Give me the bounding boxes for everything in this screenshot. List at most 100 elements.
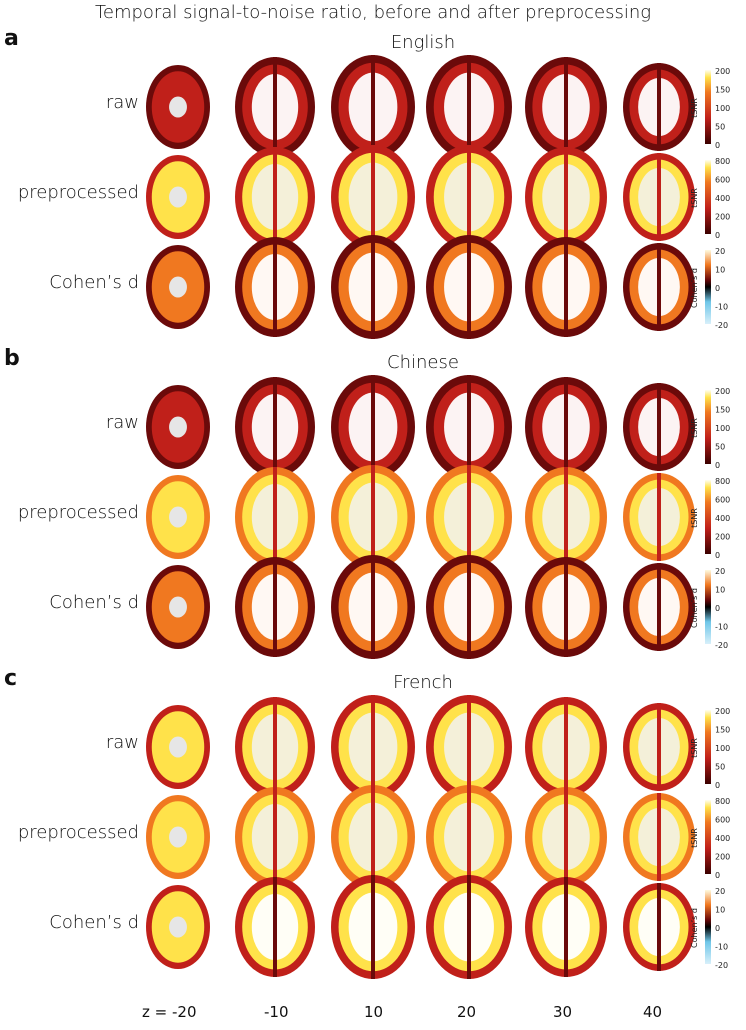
colorbar-label: tSNR <box>690 98 699 118</box>
brain-slice <box>146 795 210 879</box>
colorbar-tick: 200 <box>715 533 730 542</box>
colorbar-tick: 200 <box>715 708 730 716</box>
brain-slice <box>146 155 210 239</box>
colorbar-tick: 400 <box>715 194 730 203</box>
brain-slice <box>331 875 415 979</box>
colorbar: 200 150 100 50 0 tSNR <box>690 388 730 468</box>
colorbar-tick: 400 <box>715 834 730 843</box>
brain-slice <box>235 57 315 157</box>
slice-row: Cohen’s d 20 10 0 -10 -20 Cohen’s d <box>0 555 746 659</box>
brain-slice <box>331 375 415 479</box>
brain-slice <box>525 377 607 477</box>
z-tick: 10 <box>364 1003 384 1021</box>
brain-slice <box>426 55 512 159</box>
slice-row: preprocessed 800 600 400 200 0 tSNR <box>0 465 746 569</box>
panel-language: French <box>393 672 453 693</box>
brain-slice <box>146 885 210 969</box>
colorbar: 800 600 400 200 0 tSNR <box>690 158 730 238</box>
colorbar-tick: 200 <box>715 68 730 76</box>
brain-slice <box>426 145 512 249</box>
slice-row: raw 200 150 100 50 0 tSNR <box>0 375 746 479</box>
colorbar-tick: 20 <box>715 568 725 576</box>
brain-slice <box>235 787 315 887</box>
row-label: Cohen’s d <box>49 272 139 293</box>
colorbar-tick: 150 <box>715 86 730 95</box>
figure-title: Temporal signal-to-noise ratio, before a… <box>94 2 652 23</box>
colorbar-tick: 600 <box>715 176 730 185</box>
colorbar-tick: 400 <box>715 514 730 523</box>
colorbar-tick: 150 <box>715 726 730 735</box>
colorbar-tick: -10 <box>715 943 728 952</box>
colorbar-tick: 800 <box>715 158 730 166</box>
brain-slice <box>623 793 695 881</box>
colorbar: 200 150 100 50 0 tSNR <box>690 68 730 148</box>
colorbar-gradient <box>705 480 711 554</box>
colorbar-tick: -10 <box>715 303 728 312</box>
colorbar-tick: 10 <box>715 906 725 915</box>
slice-row: raw 200 150 100 50 0 tSNR <box>0 695 746 799</box>
colorbar-tick: 200 <box>715 853 730 862</box>
colorbar-tick: 0 <box>715 141 720 148</box>
brain-slice <box>525 467 607 567</box>
colorbar-label: tSNR <box>690 188 699 208</box>
brain-slice <box>525 237 607 337</box>
z-tick: -20 <box>172 1003 197 1021</box>
brain-slice <box>623 883 695 971</box>
colorbar-tick: 20 <box>715 248 725 256</box>
colorbar-tick: -10 <box>715 623 728 632</box>
colorbar-tick: 0 <box>715 871 720 878</box>
brain-slice <box>235 697 315 797</box>
brain-slice <box>623 243 695 331</box>
colorbar-label: Cohen’s d <box>690 908 699 948</box>
brain-slice <box>235 467 315 567</box>
colorbar-gradient <box>705 800 711 874</box>
colorbar-tick: 10 <box>715 586 725 595</box>
colorbar-tick: 0 <box>715 604 720 613</box>
brain-slice <box>623 63 695 151</box>
colorbar-tick: 800 <box>715 478 730 486</box>
brain-slice <box>623 473 695 561</box>
brain-slice <box>146 705 210 789</box>
brain-slice <box>525 147 607 247</box>
colorbar-tick: -20 <box>715 321 728 328</box>
panel-c: c French <box>0 666 746 1002</box>
brain-slice <box>525 557 607 657</box>
brain-slice <box>623 563 695 651</box>
z-axis-prefix: z = <box>142 1003 168 1021</box>
brain-slice <box>331 465 415 569</box>
brain-slice <box>235 377 315 477</box>
brain-slice <box>146 565 210 649</box>
brain-slice <box>426 875 512 979</box>
z-tick: 30 <box>553 1003 573 1021</box>
panel-language: Chinese <box>387 352 459 373</box>
colorbar: 20 10 0 -10 -20 Cohen’s d <box>690 568 728 648</box>
colorbar: 20 10 0 -10 -20 Cohen’s d <box>690 248 728 328</box>
colorbar-label: tSNR <box>690 418 699 438</box>
colorbar-gradient <box>705 250 711 324</box>
brain-slice <box>235 237 315 337</box>
brain-slice <box>623 153 695 241</box>
colorbar-gradient <box>705 890 711 964</box>
colorbar-tick: 100 <box>715 744 730 753</box>
z-axis: z = -20 -10 10 20 30 40 <box>0 1003 746 1027</box>
brain-slice <box>426 785 512 889</box>
brain-slice <box>235 877 315 977</box>
brain-slice <box>331 55 415 159</box>
colorbar-label: tSNR <box>690 738 699 758</box>
slice-row: Cohen’s d 20 10 0 -10 -20 Cohen’s d <box>0 875 746 979</box>
colorbar-tick: -20 <box>715 641 728 648</box>
row-label: preprocessed <box>17 822 139 843</box>
colorbar-tick: 0 <box>715 924 720 933</box>
panel-letter: c <box>4 666 18 691</box>
colorbar-label: tSNR <box>690 828 699 848</box>
colorbar-label: tSNR <box>690 508 699 528</box>
brain-slice <box>426 555 512 659</box>
brain-slice <box>331 145 415 249</box>
colorbar-gradient <box>705 70 711 144</box>
row-label: raw <box>105 92 139 113</box>
colorbar-tick: 600 <box>715 816 730 825</box>
colorbar-tick: 150 <box>715 406 730 415</box>
brain-slice <box>331 555 415 659</box>
colorbar-gradient <box>705 570 711 644</box>
brain-slice <box>525 57 607 157</box>
